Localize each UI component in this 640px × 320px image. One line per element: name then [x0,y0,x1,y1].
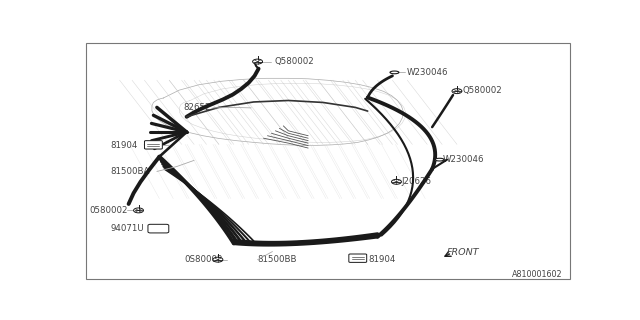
Text: 94071U: 94071U [111,224,145,233]
Circle shape [213,257,223,262]
Text: 82652: 82652 [183,103,211,112]
Text: A810001602: A810001602 [511,270,562,279]
Text: W230046: W230046 [443,155,484,164]
Circle shape [452,89,462,93]
Ellipse shape [390,71,399,74]
Circle shape [392,179,401,184]
Text: FRONT: FRONT [447,248,479,257]
FancyBboxPatch shape [349,254,367,262]
FancyBboxPatch shape [145,141,163,149]
Text: W230046: W230046 [406,68,448,77]
Text: 0580002: 0580002 [89,206,127,215]
Text: 81500BA: 81500BA [111,167,150,176]
FancyBboxPatch shape [148,224,169,233]
Text: Q580002: Q580002 [275,57,314,66]
Circle shape [134,208,143,213]
Circle shape [253,59,262,64]
Text: 0S80002: 0S80002 [184,255,223,264]
Ellipse shape [435,158,444,161]
Text: 81904: 81904 [111,141,138,150]
Text: J20626: J20626 [401,177,431,186]
Text: Q580002: Q580002 [463,86,502,95]
Text: 81904: 81904 [369,255,396,264]
Text: 81500BB: 81500BB [257,255,297,264]
